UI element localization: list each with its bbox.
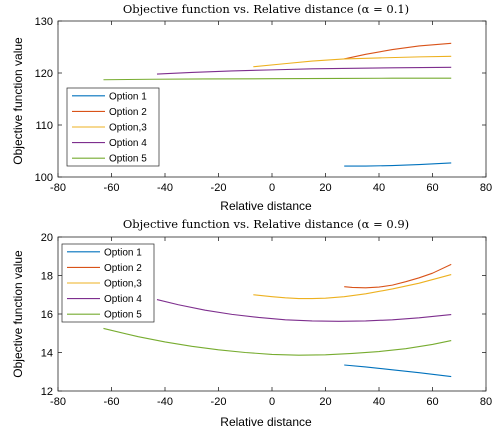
chart-2-legend-label-3: Option,3 (104, 279, 142, 290)
chart-2-y-axis-label: Objective function value (11, 250, 25, 378)
chart-1-ticks-group: -80 -60 -40 -20 0 20 40 60 80 100 110 120 130 (35, 16, 492, 194)
chart-1-x-tick-label: 80 (480, 182, 492, 194)
chart-1-x-tick-label: 20 (319, 182, 331, 194)
chart-1-axes-box (57, 20, 487, 178)
chart-1-legend-label-4: Option 4 (109, 138, 147, 149)
chart-1-y-tick-label: 130 (35, 16, 53, 28)
chart-2-legend-label-1: Option 1 (104, 247, 142, 258)
chart-2-legend-label-4: Option 4 (104, 294, 142, 305)
chart-2-x-tick-label: 0 (269, 396, 275, 408)
chart-2-y-tick-label: 12 (41, 386, 53, 398)
chart-2-x-tick-label: -40 (157, 396, 173, 408)
chart-1-x-tick-label: -80 (50, 182, 66, 194)
chart-2-x-tick-label: 80 (480, 396, 492, 408)
chart-panel-1: Objective function vs. Relative distance… (11, 2, 492, 213)
chart-2-series-line-5 (103, 327, 452, 356)
chart-2-x-tick-label: -20 (211, 396, 227, 408)
chart-2-x-tick-label: 40 (373, 396, 385, 408)
chart-2-legend-label-5: Option 5 (104, 310, 142, 321)
chart-2-y-tick-label: 20 (41, 232, 53, 244)
chart-1-x-tick-label: 0 (269, 182, 275, 194)
chart-2-axes-box (57, 236, 487, 392)
chart-2-series-line-4 (156, 299, 452, 322)
chart-2-legend-label-2: Option 2 (104, 263, 142, 274)
chart-1-y-tick-label: 110 (35, 120, 53, 132)
chart-2-y-tick-label: 18 (41, 271, 53, 283)
chart-1-x-tick-label: -40 (157, 182, 173, 194)
chart-1-x-tick-label: -20 (211, 182, 227, 194)
chart-2-x-tick-label: -60 (104, 396, 120, 408)
chart-panel-2: Objective function vs. Relative distance… (11, 217, 492, 429)
chart-2-series-group (103, 263, 452, 378)
chart-2-ticks-group: -80 -60 -40 -20 0 20 40 60 80 12 14 16 18 20 (41, 232, 492, 408)
chart-2-series-line-1 (344, 364, 452, 378)
chart-1-series-line-5 (103, 77, 452, 81)
chart-2-legend: Option 1 Option 2 Option,3 Option 4 Option 5 (61, 243, 155, 323)
chart-2-series-line-2 (344, 263, 452, 289)
chart-2-y-tick-label: 16 (41, 309, 53, 321)
chart-1-x-tick-label: 60 (426, 182, 438, 194)
chart-1-title: Objective function vs. Relative distance… (123, 2, 409, 16)
chart-1-legend-label-1: Option 1 (109, 91, 147, 102)
chart-1-x-tick-label: 40 (373, 182, 385, 194)
chart-1-legend-label-5: Option 5 (109, 154, 147, 165)
chart-1-legend-label-2: Option 2 (109, 107, 147, 118)
chart-1-y-axis-label: Objective function value (11, 37, 25, 165)
chart-1-series-line-1 (344, 162, 452, 167)
chart-2-x-tick-label: 60 (426, 396, 438, 408)
chart-1-series-line-4 (156, 66, 452, 75)
chart-1-series-line-3 (253, 55, 452, 68)
chart-1-x-tick-label: -60 (104, 182, 120, 194)
chart-2-x-axis-label: Relative distance (220, 415, 312, 429)
chart-1-legend: Option 1 Option 2 Option,3 Option 4 Option 5 (66, 87, 160, 167)
chart-1-series-group (103, 42, 452, 167)
chart-2-y-tick-label: 14 (41, 348, 53, 360)
chart-1-y-tick-label: 100 (35, 172, 53, 184)
chart-1-x-axis-label: Relative distance (220, 199, 312, 213)
chart-2-title: Objective function vs. Relative distance… (123, 217, 409, 231)
chart-2-x-tick-label: 20 (319, 396, 331, 408)
chart-2-x-tick-label: -80 (50, 396, 66, 408)
chart-2-series-line-3 (253, 274, 452, 300)
chart-1-series-line-2 (344, 42, 452, 60)
chart-1-y-tick-label: 120 (35, 68, 53, 80)
chart-1-legend-label-3: Option,3 (109, 123, 147, 134)
